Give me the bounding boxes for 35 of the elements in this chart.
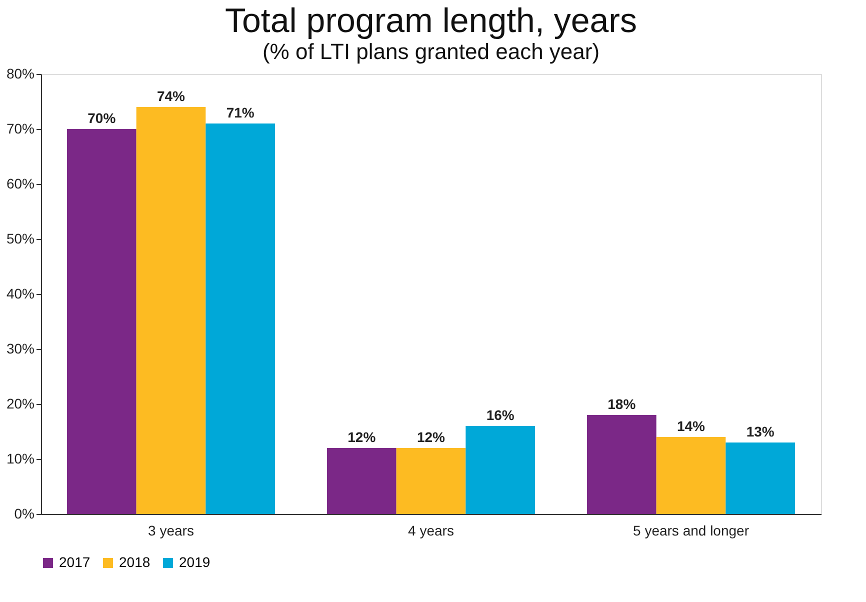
- bar: [136, 107, 206, 514]
- y-tick-label: 60%: [6, 176, 34, 192]
- bar: [587, 415, 656, 514]
- bar: [726, 442, 795, 514]
- y-tick-label: 20%: [6, 396, 34, 412]
- y-tick-label: 70%: [6, 120, 34, 136]
- data-label: 16%: [486, 407, 515, 423]
- chart-title: Total program length, years: [225, 2, 637, 40]
- x-tick-label: 4 years: [408, 522, 454, 538]
- data-label: 13%: [746, 424, 775, 440]
- data-label: 74%: [156, 88, 186, 104]
- bar: [466, 426, 535, 514]
- bar: [206, 124, 275, 514]
- y-tick-label: 80%: [6, 66, 34, 82]
- bar: [656, 437, 726, 514]
- data-label: 14%: [676, 418, 706, 434]
- y-tick-label: 10%: [6, 450, 34, 466]
- data-label: 70%: [88, 110, 116, 126]
- data-label: 12%: [348, 429, 376, 445]
- y-tick-label: 50%: [6, 230, 34, 246]
- y-tick-label: 30%: [6, 340, 34, 356]
- y-tick-label: 40%: [6, 286, 34, 302]
- x-tick-label: 5 years and longer: [633, 522, 750, 538]
- bar: [327, 448, 396, 514]
- legend-label: 2018: [119, 554, 150, 570]
- bar: [67, 129, 136, 514]
- legend-label: 2017: [59, 554, 90, 570]
- data-label: 18%: [608, 396, 636, 412]
- chart-subtitle: (% of LTI plans granted each year): [262, 39, 600, 64]
- data-label: 12%: [416, 429, 446, 445]
- x-tick-label: 3 years: [148, 522, 194, 538]
- data-label: 71%: [226, 104, 255, 120]
- bar: [396, 448, 466, 514]
- y-tick-label: 0%: [14, 506, 34, 522]
- legend-label: 2019: [179, 554, 210, 570]
